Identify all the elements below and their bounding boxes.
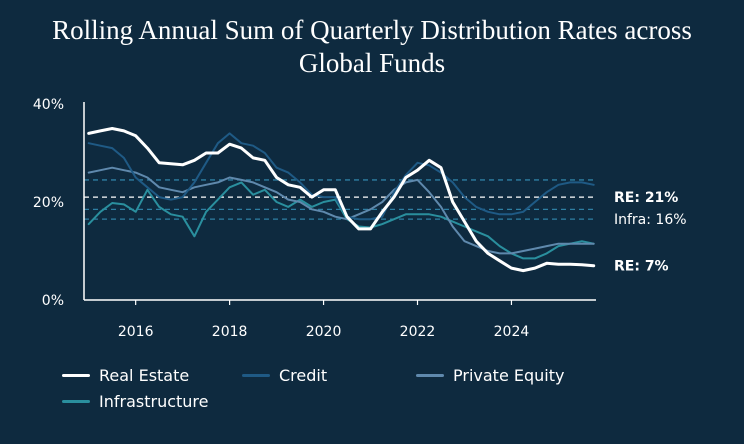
axis-labels: 0% 20% 40% 2016 2018 2020 2022 2024 xyxy=(33,97,529,340)
chart-title-line-1: Rolling Annual Sum of Quarterly Distribu… xyxy=(52,15,692,45)
series-line-infrastructure xyxy=(87,181,595,260)
legend-item-credit: Credit xyxy=(242,366,327,385)
annotation-label: Infra: 16% xyxy=(614,212,687,228)
legend-item-private-equity: Private Equity xyxy=(416,366,564,385)
legend-swatch xyxy=(62,374,90,377)
reference-lines xyxy=(84,179,594,220)
series-lines xyxy=(87,127,596,273)
legend-swatch xyxy=(416,374,444,377)
legend-label: Credit xyxy=(279,366,328,385)
y-tick-label: 20% xyxy=(33,195,64,211)
x-tick-label: 2024 xyxy=(494,324,530,340)
x-tick-label: 2016 xyxy=(118,324,154,340)
chart-title: Rolling Annual Sum of Quarterly Distribu… xyxy=(0,14,744,80)
y-tick-label: 0% xyxy=(42,293,64,309)
legend-item-real-estate: Real Estate xyxy=(62,366,189,385)
x-tick-label: 2022 xyxy=(400,324,436,340)
legend-label: Real Estate xyxy=(99,366,190,385)
y-tick-label: 40% xyxy=(33,97,64,113)
series-line-real-estate xyxy=(87,127,596,273)
series-line-private-equity xyxy=(87,166,595,255)
x-tick-label: 2020 xyxy=(306,324,342,340)
legend-swatch xyxy=(242,374,270,377)
legend-label: Private Equity xyxy=(453,366,565,385)
annotation-label: RE: 7% xyxy=(614,259,669,275)
annotation-label: RE: 21% xyxy=(614,190,678,206)
x-tick-label: 2018 xyxy=(212,324,248,340)
legend-item-infrastructure: Infrastructure xyxy=(62,392,208,411)
legend-swatch xyxy=(62,400,90,403)
chart-axes xyxy=(83,102,596,305)
legend-label: Infrastructure xyxy=(99,392,209,411)
annotations: RE: 21% Infra: 16% RE: 7% xyxy=(614,190,687,275)
chart-title-line-2: Global Funds xyxy=(298,48,446,78)
